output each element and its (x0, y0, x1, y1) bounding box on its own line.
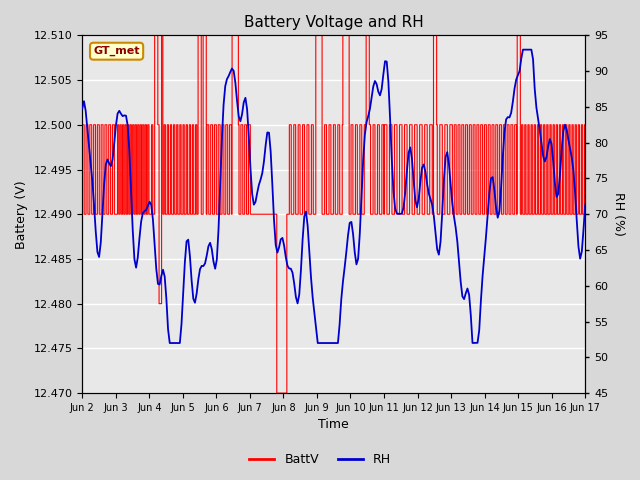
Y-axis label: RH (%): RH (%) (612, 192, 625, 236)
Title: Battery Voltage and RH: Battery Voltage and RH (244, 15, 424, 30)
X-axis label: Time: Time (318, 419, 349, 432)
Y-axis label: Battery (V): Battery (V) (15, 180, 28, 249)
Text: GT_met: GT_met (93, 46, 140, 56)
Legend: BattV, RH: BattV, RH (244, 448, 396, 471)
